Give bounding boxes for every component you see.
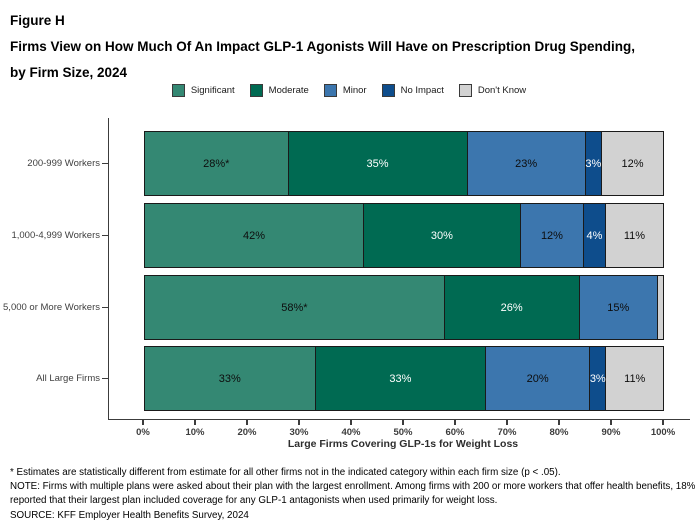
y-category-label: 1,000-4,999 Workers <box>11 229 100 241</box>
x-axis-tick <box>142 420 144 425</box>
x-axis-tick-label: 40% <box>341 427 361 438</box>
x-axis-tick <box>246 420 248 425</box>
x-axis-tick <box>454 420 456 425</box>
y-axis-tick <box>102 306 108 308</box>
bar-segment: 4% <box>584 203 606 268</box>
bar-segment-label: 4% <box>586 229 603 242</box>
legend-item: Moderate <box>249 84 309 97</box>
x-axis-tick <box>350 420 352 425</box>
x-axis-tick-label: 60% <box>445 427 465 438</box>
y-category-label: All Large Firms <box>36 372 100 384</box>
x-axis-tick-label: 70% <box>497 427 517 438</box>
bar-segment: 15% <box>579 275 658 340</box>
bar-segment: 12% <box>601 131 664 196</box>
x-axis-tick-label: 0% <box>136 427 150 438</box>
legend-item: Minor <box>323 84 367 97</box>
bar-segment-label: 35% <box>366 157 389 170</box>
y-axis-tick <box>102 162 108 164</box>
bar-segment: 23% <box>467 131 586 196</box>
legend: Significant Moderate Minor No Impact Don't K… <box>0 84 698 97</box>
x-axis-tick <box>194 420 196 425</box>
y-axis-tick <box>102 377 108 379</box>
bar-segment: 42% <box>144 203 365 268</box>
x-axis-tick <box>610 420 612 425</box>
legend-label: Don't Know <box>477 85 527 96</box>
bar-segment-label: 28%* <box>203 157 230 170</box>
bar-segment-label: 58%* <box>281 301 308 314</box>
footnote-note: NOTE: Firms with multiple plans were ask… <box>10 481 696 507</box>
bar-segment: 30% <box>364 203 521 268</box>
bar-segment: 12% <box>520 203 585 268</box>
bar-segment-label: 11% <box>624 372 646 385</box>
y-axis-tick <box>102 234 108 236</box>
legend-label: Moderate <box>268 85 309 96</box>
bar-segment-label: 20% <box>526 372 549 385</box>
bar-segment <box>657 275 665 340</box>
bar-segment-label: 30% <box>430 229 453 242</box>
x-axis-tick-label: 90% <box>601 427 621 438</box>
legend-item: No Impact <box>381 84 444 97</box>
legend-swatch <box>458 84 472 97</box>
bar-segment-label: 3% <box>585 157 602 170</box>
legend-swatch <box>249 84 263 97</box>
bar-segment: 35% <box>288 131 468 196</box>
x-axis-tick <box>402 420 404 425</box>
bar-segment: 3% <box>589 346 607 411</box>
bar-segment-label: 23% <box>515 157 538 170</box>
x-axis-tick-label: 20% <box>237 427 257 438</box>
bar-row: 33% 33% 20% 3% 11% <box>144 346 665 411</box>
x-axis-tick-label: 10% <box>185 427 205 438</box>
bar-segment-label: 33% <box>218 372 241 385</box>
chart-title: Firms View on How Much Of An Impact GLP-… <box>10 39 635 80</box>
bar-segment: 11% <box>605 203 664 268</box>
x-axis-tick <box>506 420 508 425</box>
x-axis-title: Large Firms Covering GLP-1s for Weight L… <box>287 438 519 450</box>
bar-segment: 28%* <box>144 131 289 196</box>
x-axis-tick-label: 80% <box>549 427 569 438</box>
legend-label: Minor <box>342 85 367 96</box>
x-axis-tick-label: 50% <box>393 427 413 438</box>
bar-segment-label: 33% <box>389 372 412 385</box>
legend-label: No Impact <box>400 85 444 96</box>
bar-segment: 33% <box>315 346 487 411</box>
bar-segment-label: 11% <box>623 229 646 242</box>
legend-item: Don't Know <box>458 84 527 97</box>
bar-segment: 58%* <box>144 275 445 340</box>
y-category-label: 200-999 Workers <box>27 157 100 169</box>
footnote-asterisk: * Estimates are statistically different … <box>10 467 561 478</box>
figure-label: Figure H <box>10 13 65 28</box>
legend-swatch <box>381 84 395 97</box>
bar-segment-label: 26% <box>500 301 523 314</box>
bar-row: 58%* 26% 15% <box>144 275 665 340</box>
bar-row: 28%* 35% 23% 3% 12% <box>144 131 664 196</box>
bar-segment: 33% <box>144 346 316 411</box>
bar-segment-label: 12% <box>540 229 563 242</box>
footnotes: * Estimates are statistically different … <box>10 466 698 523</box>
bar-segment: 11% <box>606 346 665 411</box>
bar-segment-label: 15% <box>607 301 630 314</box>
x-axis-tick-label: 30% <box>289 427 309 438</box>
footnote-source: SOURCE: KFF Employer Health Benefits Sur… <box>10 509 249 521</box>
header: Figure H Firms View on How Much Of An Im… <box>10 8 670 86</box>
bar-segment-label: 3% <box>589 372 606 385</box>
x-axis-tick-label: 100% <box>650 427 676 438</box>
bar-segment-label: 42% <box>243 229 266 242</box>
bar-segment-label: 12% <box>621 157 644 170</box>
legend-swatch <box>171 84 185 97</box>
bar-segment: 3% <box>585 131 602 196</box>
x-axis-tick <box>662 420 664 425</box>
bar-segment: 26% <box>444 275 580 340</box>
bar-segment: 20% <box>486 346 591 411</box>
y-category-label: 5,000 or More Workers <box>3 301 100 313</box>
x-axis-tick <box>298 420 300 425</box>
legend-item: Significant <box>171 84 235 97</box>
legend-label: Significant <box>190 85 235 96</box>
plot-panel: 28%* 35% 23% 3% 12% 42% 30% 12% 4% 11% 58%* 26% 15% 3… <box>108 118 690 420</box>
x-axis-tick <box>558 420 560 425</box>
bar-row: 42% 30% 12% 4% 11% <box>144 203 664 268</box>
legend-swatch <box>323 84 337 97</box>
